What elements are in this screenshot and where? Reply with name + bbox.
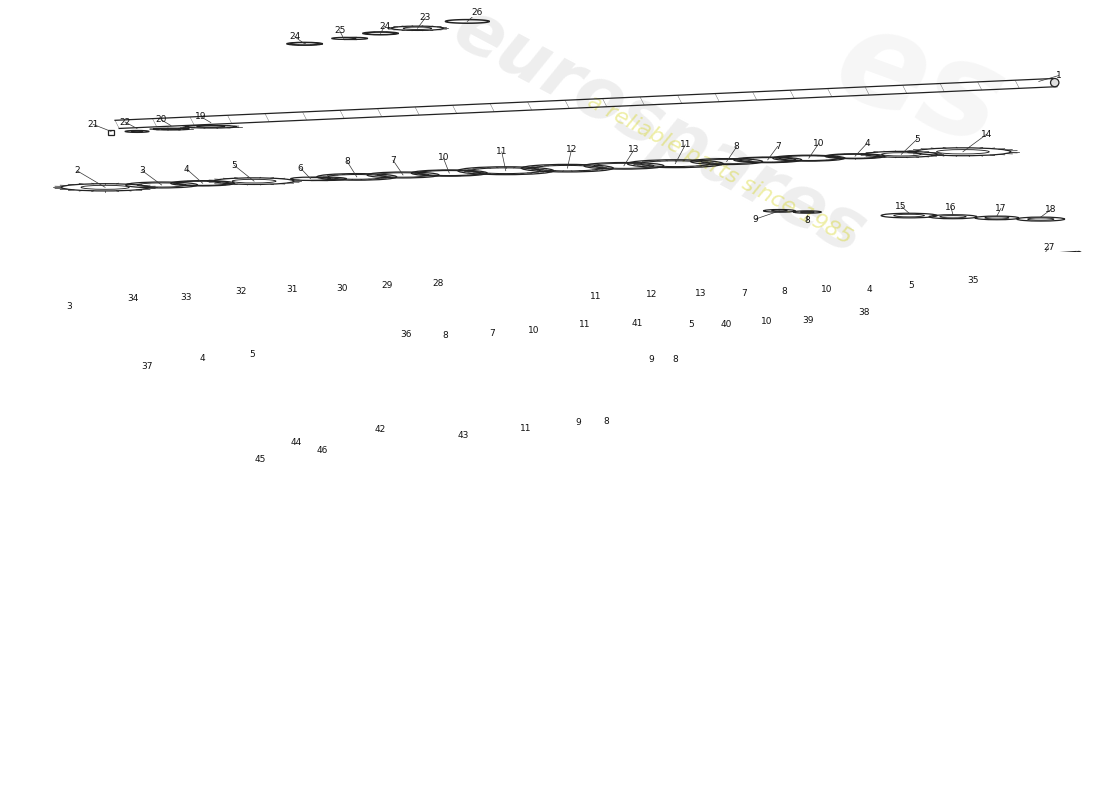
Text: 8: 8 (781, 287, 788, 296)
Text: 5: 5 (914, 134, 920, 143)
Text: 14: 14 (981, 130, 992, 138)
Text: 11: 11 (580, 320, 591, 329)
Text: 38: 38 (858, 309, 869, 318)
Text: 1: 1 (1056, 71, 1062, 80)
Text: 10: 10 (821, 285, 833, 294)
Text: 8: 8 (734, 142, 739, 151)
Text: 39: 39 (802, 316, 814, 325)
Text: 8: 8 (672, 355, 678, 364)
Text: 21: 21 (88, 120, 99, 129)
Text: 8: 8 (804, 216, 811, 225)
Text: 10: 10 (438, 154, 449, 162)
Text: 32: 32 (234, 287, 246, 296)
Text: 12: 12 (646, 290, 658, 299)
Ellipse shape (309, 436, 324, 439)
Text: 17: 17 (996, 204, 1006, 213)
Text: 4: 4 (200, 354, 206, 362)
Text: 4: 4 (867, 285, 872, 294)
Text: 8: 8 (604, 417, 609, 426)
Ellipse shape (710, 334, 750, 337)
Ellipse shape (290, 177, 330, 181)
Text: 11: 11 (680, 140, 691, 150)
Text: es: es (818, 0, 1020, 173)
Text: 10: 10 (761, 317, 773, 326)
Text: 16: 16 (945, 203, 957, 212)
Text: 4: 4 (865, 139, 870, 148)
Text: 8: 8 (344, 157, 350, 166)
Text: 27: 27 (1043, 243, 1055, 253)
Ellipse shape (404, 296, 452, 300)
Text: 7: 7 (741, 289, 747, 298)
Text: 26: 26 (472, 8, 483, 17)
Text: 3: 3 (139, 166, 144, 174)
Text: 45: 45 (255, 454, 266, 464)
Text: 19: 19 (195, 112, 207, 122)
Text: 40: 40 (720, 320, 732, 329)
Ellipse shape (694, 334, 734, 337)
Text: 11: 11 (496, 147, 507, 156)
Text: 24: 24 (289, 32, 300, 42)
Text: 11: 11 (519, 425, 531, 434)
Text: 31: 31 (286, 286, 297, 294)
Text: 12: 12 (565, 146, 578, 154)
Text: 22: 22 (120, 118, 131, 126)
Text: 7: 7 (490, 329, 495, 338)
Text: 7: 7 (774, 142, 781, 151)
Text: 13: 13 (695, 290, 707, 298)
Text: 41: 41 (631, 319, 642, 328)
Text: 33: 33 (180, 293, 192, 302)
Text: 7: 7 (390, 156, 396, 165)
Text: 13: 13 (628, 146, 639, 154)
Text: 23: 23 (420, 13, 431, 22)
Text: 29: 29 (382, 282, 393, 290)
Text: 9: 9 (752, 214, 758, 223)
Text: 4: 4 (184, 165, 189, 174)
Text: 46: 46 (317, 446, 328, 455)
Text: 11: 11 (590, 292, 602, 301)
Text: 36: 36 (400, 330, 412, 339)
Ellipse shape (279, 460, 289, 462)
Text: 9: 9 (575, 418, 581, 427)
Bar (108, 130, 114, 135)
Ellipse shape (173, 307, 220, 311)
Text: 37: 37 (141, 362, 153, 371)
Text: a reliable parts since 1985: a reliable parts since 1985 (584, 91, 855, 248)
Text: 10: 10 (813, 139, 825, 148)
Text: 10: 10 (528, 326, 539, 335)
Ellipse shape (1050, 78, 1059, 86)
Text: 24: 24 (378, 22, 390, 30)
Ellipse shape (343, 38, 367, 39)
Text: 6: 6 (298, 164, 304, 173)
Ellipse shape (192, 307, 240, 311)
Text: 18: 18 (1045, 205, 1056, 214)
Text: 5: 5 (689, 320, 694, 329)
Text: 2: 2 (75, 166, 80, 175)
Text: 8: 8 (442, 331, 449, 340)
Bar (310, 438, 322, 449)
Text: 20: 20 (155, 115, 167, 124)
Text: 44: 44 (292, 438, 302, 447)
Text: 28: 28 (432, 279, 443, 288)
Ellipse shape (1075, 251, 1082, 258)
Text: eurospares: eurospares (442, 0, 878, 269)
Ellipse shape (307, 177, 346, 181)
Text: 15: 15 (895, 202, 906, 210)
Text: 5: 5 (231, 161, 236, 170)
Text: 9: 9 (648, 355, 653, 364)
Text: 30: 30 (337, 284, 348, 293)
Text: 34: 34 (128, 294, 139, 303)
Ellipse shape (393, 295, 464, 302)
Text: 5: 5 (249, 350, 255, 359)
Text: 43: 43 (458, 431, 470, 440)
Text: 35: 35 (968, 276, 979, 285)
Text: 5: 5 (909, 281, 914, 290)
Ellipse shape (332, 38, 355, 39)
Text: 3: 3 (66, 302, 73, 311)
Text: 42: 42 (375, 425, 386, 434)
Text: 25: 25 (334, 26, 345, 35)
Ellipse shape (277, 445, 293, 448)
